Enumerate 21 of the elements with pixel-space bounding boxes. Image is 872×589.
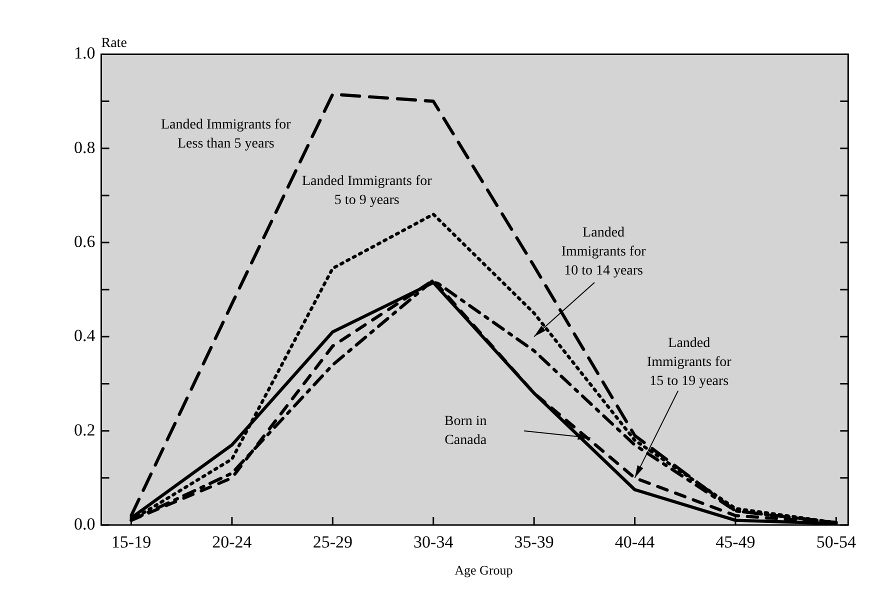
x-tick-label: 45-49 (716, 532, 756, 552)
x-tick-label: 15-19 (111, 532, 152, 552)
x-tick-label: 25-29 (312, 532, 352, 552)
y-tick-label: 1.0 (74, 44, 96, 63)
x-tick-label: 40-44 (614, 532, 656, 552)
x-tick-label: 30-34 (414, 532, 454, 552)
y-tick-label: 0.6 (74, 232, 96, 251)
series-label: Landed Immigrants for 5 to 9 years (302, 174, 432, 208)
x-tick-label: 50-54 (816, 532, 856, 552)
annotation: Landed Immigrants for 10 to 14 years (561, 226, 646, 279)
y-tick-label: 0.8 (74, 138, 96, 157)
series-label: Landed Immigrants for Less than 5 years (160, 117, 292, 152)
y-tick-label: 0.4 (74, 326, 96, 346)
y-tick-label: 0.0 (74, 514, 96, 534)
y-axis-title: Rate (101, 36, 127, 51)
x-tick-label: 35-39 (514, 532, 554, 552)
annotation: Landed Immigrants for 15 to 19 years (646, 336, 732, 390)
x-tick-label: 20-24 (212, 532, 252, 552)
x-axis-title: Age Group (454, 562, 513, 578)
y-tick-label: 0.2 (74, 420, 96, 440)
annotation: Born in Canada (444, 414, 488, 448)
